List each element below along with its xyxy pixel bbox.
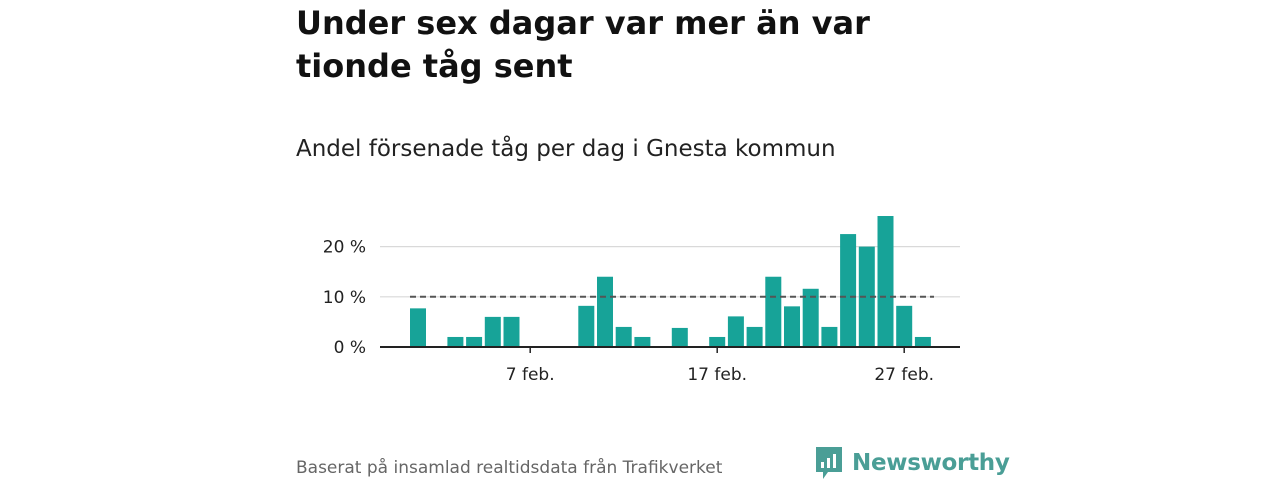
source-note: Baserat på insamlad realtidsdata från Tr… <box>296 458 723 478</box>
x-tick-label: 27 feb. <box>874 365 934 385</box>
bar <box>503 316 520 347</box>
bar <box>896 305 913 347</box>
bar <box>671 327 688 347</box>
bar <box>746 326 763 347</box>
bar <box>709 336 726 347</box>
x-tick-label: 17 feb. <box>687 365 747 385</box>
bar <box>727 316 744 347</box>
bar <box>840 234 857 347</box>
bar <box>578 305 595 347</box>
bar <box>765 276 782 347</box>
brand-name: Newsworthy <box>852 450 1010 476</box>
y-tick-label: 20 % <box>323 238 366 258</box>
bar <box>615 326 632 347</box>
chart-title: Under sex dagar var mer än var tionde tå… <box>296 4 870 85</box>
bar <box>466 336 483 347</box>
bar <box>447 336 464 347</box>
chart-subtitle: Andel försenade tåg per dag i Gnesta kom… <box>296 136 836 162</box>
bar <box>802 288 819 347</box>
bar <box>877 216 894 347</box>
bar <box>410 308 426 347</box>
bar <box>484 316 501 347</box>
bar <box>914 336 931 347</box>
bar-chart: 0 % 10 % 20 % 7 feb. 17 feb. 27 feb. <box>323 216 960 385</box>
bar <box>784 306 800 347</box>
bar <box>634 336 651 347</box>
brand-logo: Newsworthy <box>814 446 1010 480</box>
bar <box>597 276 613 347</box>
y-tick-label: 10 % <box>323 288 366 308</box>
newsworthy-logo-icon <box>816 447 842 479</box>
y-tick-label: 0 % <box>334 338 366 358</box>
x-tick-label: 7 feb. <box>506 365 555 385</box>
bar <box>821 326 838 347</box>
bar <box>858 246 875 347</box>
